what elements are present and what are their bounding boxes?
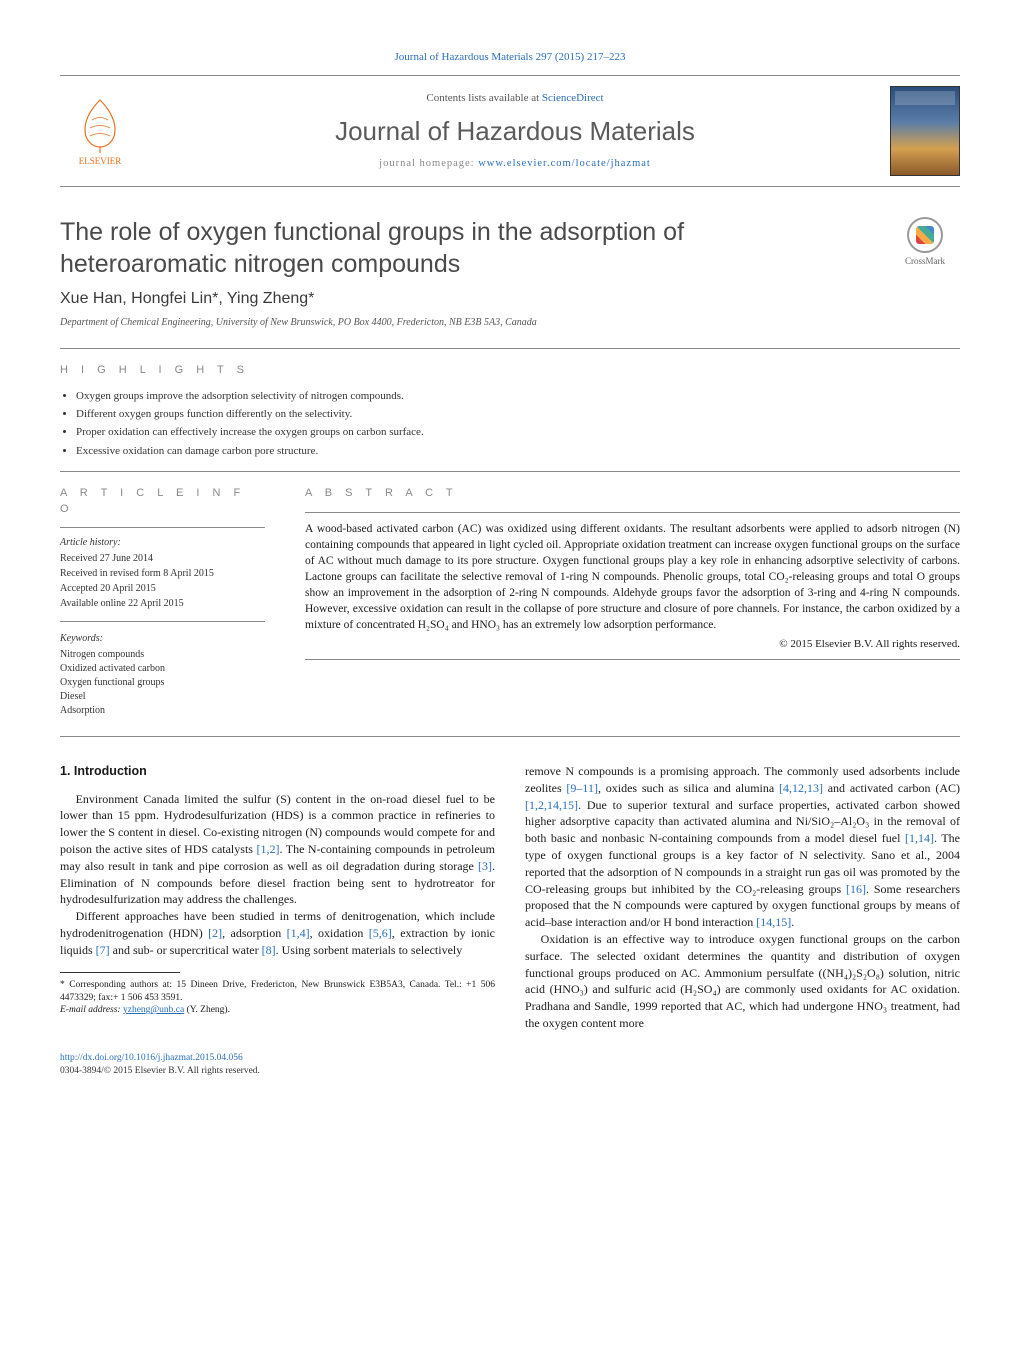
abstract-text: A wood-based activated carbon (AC) was o… [305, 521, 960, 634]
sciencedirect-link[interactable]: ScienceDirect [542, 92, 604, 104]
citation-ref[interactable]: [4,12,13] [779, 781, 823, 795]
citation-ref[interactable]: [1,4] [287, 926, 310, 940]
author-email-link[interactable]: yzheng@unb.ca [123, 1005, 184, 1015]
citation-ref[interactable]: [9–11] [566, 781, 598, 795]
body-paragraph: Different approaches have been studied i… [60, 908, 495, 958]
body-paragraph: Environment Canada limited the sulfur (S… [60, 791, 495, 909]
highlights-block: Oxygen groups improve the adsorption sel… [60, 389, 960, 460]
crossmark-badge[interactable]: CrossMark [890, 217, 960, 268]
article-info-label: A R T I C L E I N F O [60, 486, 265, 517]
body-text: , adsorption [222, 926, 287, 940]
history-online: Available online 22 April 2015 [60, 597, 265, 611]
citation-ref[interactable]: [3] [478, 859, 492, 873]
keywords-heading: Keywords: [60, 632, 265, 646]
divider [60, 527, 265, 528]
citation-ref[interactable]: [1,2] [256, 842, 279, 856]
keyword: Oxygen functional groups [60, 676, 265, 690]
keyword: Nitrogen compounds [60, 648, 265, 662]
elsevier-logo: ELSEVIER [60, 86, 140, 176]
body-text: , oxidation [310, 926, 369, 940]
running-head-citation: Journal of Hazardous Materials 297 (2015… [60, 50, 960, 65]
article-body: 1. Introduction Environment Canada limit… [60, 763, 960, 1032]
citation-ref[interactable]: [1,2,14,15] [525, 798, 578, 812]
tree-icon [70, 95, 130, 155]
body-text: and activated carbon (AC) [823, 781, 960, 795]
highlight-item: Excessive oxidation can damage carbon po… [76, 444, 960, 459]
homepage-prefix: journal homepage: [379, 158, 478, 169]
highlights-label: H I G H L I G H T S [60, 363, 960, 378]
section-heading: 1. Introduction [60, 763, 495, 781]
corresponding-author-footnote: * Corresponding authors at: 15 Dineen Dr… [60, 979, 495, 1016]
citation-ref[interactable]: [2] [208, 926, 222, 940]
history-heading: Article history: [60, 536, 265, 550]
affiliation: Department of Chemical Engineering, Univ… [60, 316, 960, 330]
divider [60, 471, 960, 472]
crossmark-label: CrossMark [905, 255, 945, 268]
footnote-text: (Y. Zheng). [184, 1005, 230, 1015]
divider [60, 736, 960, 737]
history-received: Received 27 June 2014 [60, 552, 265, 566]
body-text: . [791, 915, 794, 929]
keyword: Diesel [60, 690, 265, 704]
article-title: The role of oxygen functional groups in … [60, 217, 840, 280]
citation-ref[interactable]: [1,14] [905, 831, 934, 845]
footnote-separator [60, 972, 180, 973]
body-text: . Using sorbent materials to selectively [276, 943, 463, 957]
footnote-text: * Corresponding authors at: 15 Dineen Dr… [60, 979, 495, 1004]
journal-cover-thumbnail [890, 86, 960, 176]
keyword: Adsorption [60, 704, 265, 718]
citation-ref[interactable]: [8] [262, 943, 276, 957]
author-list: Xue Han, Hongfei Lin*, Ying Zheng* [60, 288, 960, 310]
divider [305, 512, 960, 513]
doi-block: http://dx.doi.org/10.1016/j.jhazmat.2015… [60, 1052, 960, 1079]
issn-copyright: 0304-3894/© 2015 Elsevier B.V. All right… [60, 1066, 260, 1076]
body-text: , oxides such as silica and alumina [598, 781, 779, 795]
contents-prefix: Contents lists available at [426, 92, 541, 104]
divider [305, 659, 960, 660]
journal-header: ELSEVIER Contents lists available at Sci… [60, 75, 960, 187]
citation-ref[interactable]: [16] [846, 882, 866, 896]
abstract-copyright: © 2015 Elsevier B.V. All rights reserved… [305, 637, 960, 652]
doi-link[interactable]: http://dx.doi.org/10.1016/j.jhazmat.2015… [60, 1053, 243, 1063]
homepage-link[interactable]: www.elsevier.com/locate/jhazmat [478, 158, 651, 169]
history-revised: Received in revised form 8 April 2015 [60, 567, 265, 581]
journal-name: Journal of Hazardous Materials [155, 113, 875, 149]
highlight-item: Oxygen groups improve the adsorption sel… [76, 389, 960, 404]
body-text: and sub- or supercritical water [110, 943, 262, 957]
contents-available-line: Contents lists available at ScienceDirec… [155, 91, 875, 106]
homepage-line: journal homepage: www.elsevier.com/locat… [155, 157, 875, 172]
crossmark-icon [907, 217, 943, 253]
highlight-item: Proper oxidation can effectively increas… [76, 425, 960, 440]
divider [60, 621, 265, 622]
highlight-item: Different oxygen groups function differe… [76, 407, 960, 422]
email-label: E-mail address: [60, 1005, 123, 1015]
citation-ref[interactable]: [14,15] [756, 915, 791, 929]
keyword: Oxidized activated carbon [60, 662, 265, 676]
divider [60, 348, 960, 349]
body-text: . Due to superior textural and surface p… [525, 798, 960, 846]
citation-ref[interactable]: [7] [96, 943, 110, 957]
body-paragraph: Oxidation is an effective way to introdu… [525, 931, 960, 1032]
history-accepted: Accepted 20 April 2015 [60, 582, 265, 596]
body-paragraph: remove N compounds is a promising approa… [525, 763, 960, 931]
abstract-label: A B S T R A C T [305, 486, 960, 501]
elsevier-label: ELSEVIER [79, 155, 122, 168]
citation-ref[interactable]: [5,6] [369, 926, 392, 940]
